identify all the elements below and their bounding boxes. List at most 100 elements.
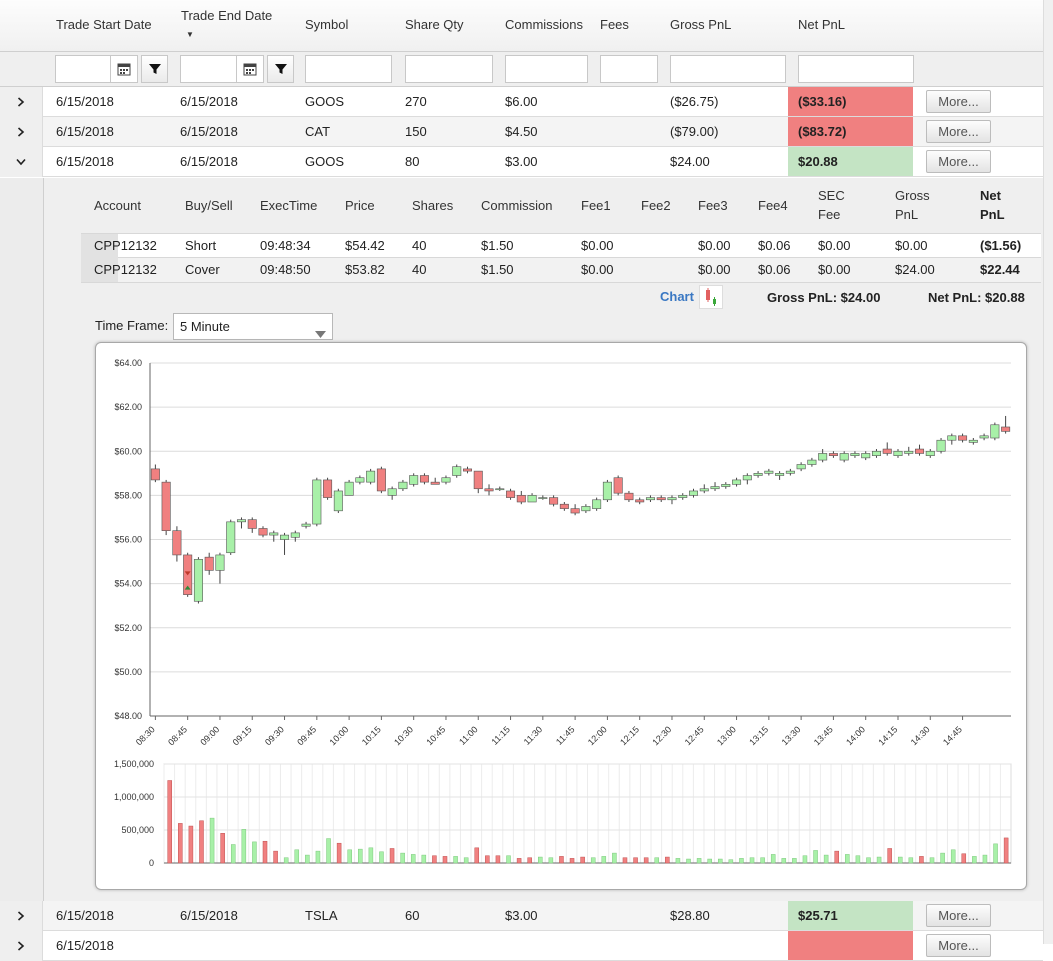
filter-icon[interactable] — [267, 55, 294, 83]
expand-chevron-icon[interactable] — [0, 931, 43, 961]
volume-bar — [379, 851, 384, 864]
candle-up — [893, 450, 903, 456]
trade-start-filter-input[interactable] — [55, 55, 111, 83]
symbol-filter-input[interactable] — [305, 55, 392, 83]
volume-bar — [389, 848, 395, 864]
col-net-pnl[interactable]: Net PnL — [980, 188, 1005, 222]
candle-up — [226, 521, 236, 554]
table-row[interactable]: 6/15/2018 6/15/2018 GOOS 270 $6.00 ($26.… — [0, 87, 1043, 117]
price-tick-label: $62.00 — [114, 402, 142, 412]
col-fee4[interactable]: Fee4 — [758, 198, 788, 213]
col-symbol[interactable]: Symbol — [305, 17, 349, 32]
col-commission[interactable]: Commission — [481, 198, 553, 213]
share-qty-filter-input[interactable] — [405, 55, 493, 83]
more-button[interactable]: More... — [926, 904, 991, 927]
candle-up — [721, 484, 731, 487]
expand-chevron-icon[interactable] — [0, 117, 43, 147]
volume-bar — [178, 823, 183, 864]
candle-down — [624, 492, 634, 501]
volume-bar — [760, 857, 765, 864]
fee4: $0.06 — [758, 238, 791, 253]
candle-up — [689, 490, 699, 496]
dropdown-arrow-icon — [315, 322, 326, 347]
volume-bar — [929, 857, 935, 864]
expand-chevron-icon[interactable] — [0, 87, 43, 117]
fee3: $0.00 — [698, 238, 731, 253]
net-pnl: $20.88 — [788, 147, 913, 176]
volume-tick-label: 1,500,000 — [114, 759, 154, 769]
candle-down — [559, 503, 569, 509]
col-fee2[interactable]: Fee2 — [641, 198, 671, 213]
volume-bar — [718, 858, 723, 864]
col-shares[interactable]: Shares — [412, 198, 454, 213]
volume-bar — [834, 850, 839, 864]
col-gross-pnl[interactable]: Gross PnL — [670, 17, 732, 32]
col-price[interactable]: Price — [345, 198, 375, 213]
candle-up — [710, 486, 720, 490]
more-button[interactable]: More... — [926, 150, 991, 173]
more-button[interactable]: More... — [926, 90, 991, 113]
candle-up — [301, 523, 311, 527]
net-pnl-filter-input[interactable] — [798, 55, 914, 83]
time-tick-label: 13:00 — [715, 724, 738, 747]
candle-down — [570, 508, 580, 514]
trade-end-filter-input[interactable] — [180, 55, 237, 83]
col-buy-sell[interactable]: Buy/Sell — [185, 198, 233, 213]
volume-bar — [728, 859, 734, 864]
table-row[interactable]: 6/15/2018 More... — [0, 931, 1043, 961]
more-button[interactable]: More... — [926, 934, 991, 957]
more-button[interactable]: More... — [926, 120, 991, 143]
sort-desc-icon: ▼ — [186, 30, 194, 39]
volume-tick-label: 1,000,000 — [114, 792, 154, 802]
col-sec-fee[interactable]: SEC Fee — [818, 188, 845, 222]
col-commissions[interactable]: Commissions — [505, 17, 584, 32]
candlestick-chart-icon[interactable] — [699, 285, 723, 309]
time-tick-label: 12:15 — [618, 724, 641, 747]
volume-bar — [855, 855, 861, 864]
col-fee1[interactable]: Fee1 — [581, 198, 611, 213]
calendar-icon[interactable] — [236, 55, 264, 83]
volume-bar — [188, 825, 194, 864]
commissions-filter-input[interactable] — [505, 55, 588, 83]
time-tick-label: 09:00 — [198, 724, 221, 747]
chart-link[interactable]: Chart — [660, 289, 694, 304]
candle-up — [527, 495, 537, 503]
collapse-chevron-icon[interactable] — [0, 147, 43, 177]
table-row[interactable]: 6/15/2018 6/15/2018 GOOS 80 $3.00 $24.00… — [0, 147, 1043, 177]
expand-chevron-icon[interactable] — [0, 901, 43, 931]
volume-bar — [220, 833, 225, 864]
col-account[interactable]: Account — [94, 198, 141, 213]
time-tick-label: 08:45 — [166, 724, 189, 747]
volume-bar — [167, 780, 172, 864]
execution-row[interactable]: CPP12132 Short 09:48:34 $54.42 40 $1.50 … — [81, 233, 1041, 258]
volume-bar — [1003, 837, 1009, 864]
table-row[interactable]: 6/15/2018 6/15/2018 CAT 150 $4.50 ($79.0… — [0, 117, 1043, 147]
candle-up — [215, 554, 225, 571]
price-tick-label: $52.00 — [114, 623, 142, 633]
col-gross-pnl[interactable]: Gross PnL — [895, 188, 930, 222]
candle-up — [753, 473, 763, 476]
candle-up — [947, 435, 957, 441]
table-row[interactable]: 6/15/2018 6/15/2018 TSLA 60 $3.00 $28.80… — [0, 901, 1043, 931]
col-share-qty[interactable]: Share Qty — [405, 17, 464, 32]
volume-bar — [845, 854, 850, 864]
col-fees[interactable]: Fees — [600, 17, 629, 32]
fees-filter-input[interactable] — [600, 55, 658, 83]
col-trade-start-date[interactable]: Trade Start Date — [56, 17, 152, 32]
vertical-scrollbar[interactable] — [1043, 0, 1053, 944]
col-net-pnl[interactable]: Net PnL — [798, 17, 845, 32]
gross-pnl-filter-input[interactable] — [670, 55, 786, 83]
trade-end-date: 6/15/2018 — [180, 154, 238, 169]
col-fee3[interactable]: Fee3 — [698, 198, 728, 213]
col-trade-end-date[interactable]: Trade End Date — [181, 8, 273, 23]
time-tick-label: 11:30 — [522, 724, 545, 747]
candle-down — [258, 528, 268, 536]
trade-start-date: 6/15/2018 — [56, 94, 114, 109]
time-tick-label: 10:15 — [360, 724, 383, 747]
execution-row[interactable]: CPP12132 Cover 09:48:50 $53.82 40 $1.50 … — [81, 258, 1041, 283]
timeframe-select[interactable]: 5 Minute — [173, 313, 333, 340]
volume-bar — [739, 858, 744, 864]
calendar-icon[interactable] — [110, 55, 138, 83]
filter-icon[interactable] — [141, 55, 168, 83]
col-exectime[interactable]: ExecTime — [260, 198, 318, 213]
